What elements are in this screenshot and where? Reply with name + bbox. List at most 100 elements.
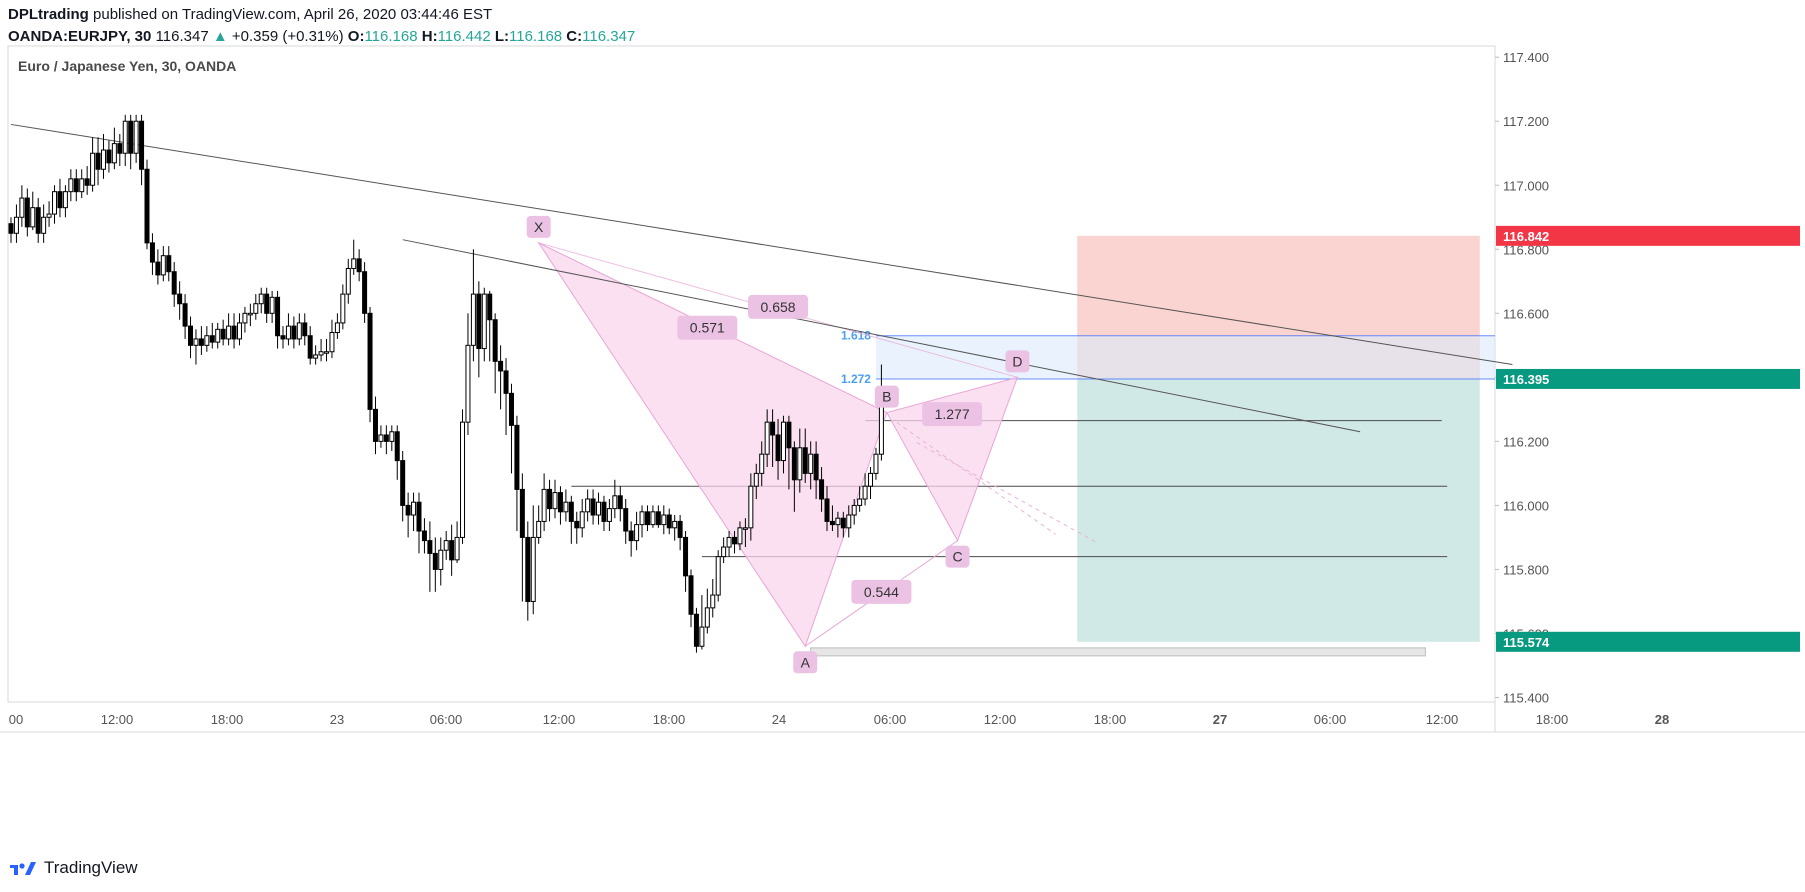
candle-body[interactable] (470, 293, 476, 346)
candle-body[interactable] (704, 607, 710, 628)
candle-body[interactable] (155, 261, 161, 276)
candle-body[interactable] (742, 527, 748, 530)
candle-body[interactable] (275, 296, 281, 337)
candle-body[interactable] (160, 255, 166, 276)
candle-body[interactable] (296, 322, 302, 340)
candle-body[interactable] (394, 431, 400, 462)
candle-body[interactable] (302, 322, 308, 337)
candle-body[interactable] (220, 328, 226, 340)
price-tag[interactable] (1496, 368, 1800, 389)
candle-body[interactable] (19, 197, 25, 218)
candle-body[interactable] (193, 338, 199, 346)
candle-body[interactable] (791, 447, 797, 481)
ratio-badge[interactable] (851, 579, 912, 604)
candle-body[interactable] (438, 549, 444, 570)
candle-body[interactable] (552, 492, 558, 510)
candle-body[interactable] (345, 267, 351, 295)
pattern-point-badge[interactable] (1005, 350, 1030, 373)
candle-body[interactable] (693, 613, 699, 647)
candle-body[interactable] (100, 149, 106, 170)
candle-body[interactable] (443, 540, 449, 551)
candle-body[interactable] (122, 120, 128, 154)
candle-body[interactable] (732, 536, 738, 545)
candle-body[interactable] (383, 434, 389, 442)
ratio-badge[interactable] (748, 294, 809, 319)
candle-body[interactable] (623, 508, 629, 532)
candle-body[interactable] (541, 488, 547, 522)
candle-body[interactable] (786, 421, 792, 449)
candle-body[interactable] (802, 447, 808, 474)
candle-body[interactable] (481, 293, 487, 350)
candle-body[interactable] (372, 408, 378, 442)
candle-body[interactable] (182, 303, 188, 327)
fib-extension-box[interactable] (875, 335, 1495, 379)
candle-body[interactable] (525, 536, 531, 602)
candle-body[interactable] (329, 332, 335, 353)
candle-body[interactable] (242, 312, 248, 324)
candle-body[interactable] (226, 325, 232, 340)
take-profit-zone[interactable] (1077, 378, 1480, 642)
candle-body[interactable] (90, 152, 96, 186)
candle-body[interactable] (460, 421, 466, 538)
candle-body[interactable] (171, 271, 177, 295)
candle-body[interactable] (650, 511, 656, 526)
candle-body[interactable] (269, 296, 275, 314)
ratio-badge[interactable] (922, 402, 983, 427)
candle-body[interactable] (547, 488, 553, 510)
candle-body[interactable] (873, 453, 879, 474)
candle-body[interactable] (857, 498, 863, 506)
candle-body[interactable] (557, 492, 563, 513)
candle-body[interactable] (24, 197, 30, 228)
candle-body[interactable] (111, 143, 117, 164)
candle-body[interactable] (13, 216, 19, 234)
candle-body[interactable] (753, 472, 759, 487)
candle-body[interactable] (35, 207, 41, 234)
candle-body[interactable] (405, 504, 411, 516)
candle-body[interactable] (356, 258, 362, 273)
candle-body[interactable] (285, 325, 291, 340)
candle-body[interactable] (84, 178, 90, 186)
candle-body[interactable] (177, 293, 183, 305)
candle-body[interactable] (851, 504, 857, 516)
candle-body[interactable] (628, 530, 634, 542)
support-zone[interactable] (810, 647, 1426, 657)
candle-body[interactable] (813, 453, 819, 481)
candle-body[interactable] (400, 460, 406, 506)
candle-body[interactable] (487, 293, 493, 321)
candle-body[interactable] (666, 514, 672, 529)
candle-body[interactable] (166, 255, 172, 273)
candle-body[interactable] (824, 498, 830, 522)
candle-body[interactable] (313, 354, 319, 359)
candle-body[interactable] (8, 223, 14, 234)
candle-body[interactable] (79, 178, 85, 193)
candle-body[interactable] (106, 149, 112, 164)
candle-body[interactable] (617, 495, 623, 510)
candle-body[interactable] (563, 501, 569, 513)
candle-body[interactable] (247, 312, 253, 316)
candle-body[interactable] (492, 319, 498, 362)
candle-body[interactable] (655, 511, 661, 526)
pattern-point-badge[interactable] (945, 545, 970, 568)
candle-body[interactable] (530, 536, 536, 602)
candle-body[interactable] (351, 258, 357, 269)
candle-body[interactable] (835, 517, 841, 526)
candle-body[interactable] (334, 322, 340, 334)
candle-body[interactable] (688, 575, 694, 615)
candle-body[interactable] (198, 338, 204, 346)
candle-body[interactable] (209, 335, 215, 343)
candle-body[interactable] (574, 520, 580, 529)
candle-body[interactable] (421, 530, 427, 542)
price-tag[interactable] (1496, 225, 1800, 246)
candle-body[interactable] (508, 392, 514, 426)
trendline[interactable] (10, 123, 1513, 366)
pattern-triangle-bcd[interactable] (886, 376, 1019, 542)
candle-body[interactable] (68, 178, 74, 193)
candle-body[interactable] (612, 495, 618, 510)
candle-body[interactable] (568, 501, 574, 522)
candle-body[interactable] (677, 520, 683, 538)
candle-body[interactable] (596, 501, 602, 516)
candle-body[interactable] (672, 520, 678, 529)
candle-body[interactable] (411, 501, 417, 516)
ratio-badge[interactable] (677, 315, 738, 340)
